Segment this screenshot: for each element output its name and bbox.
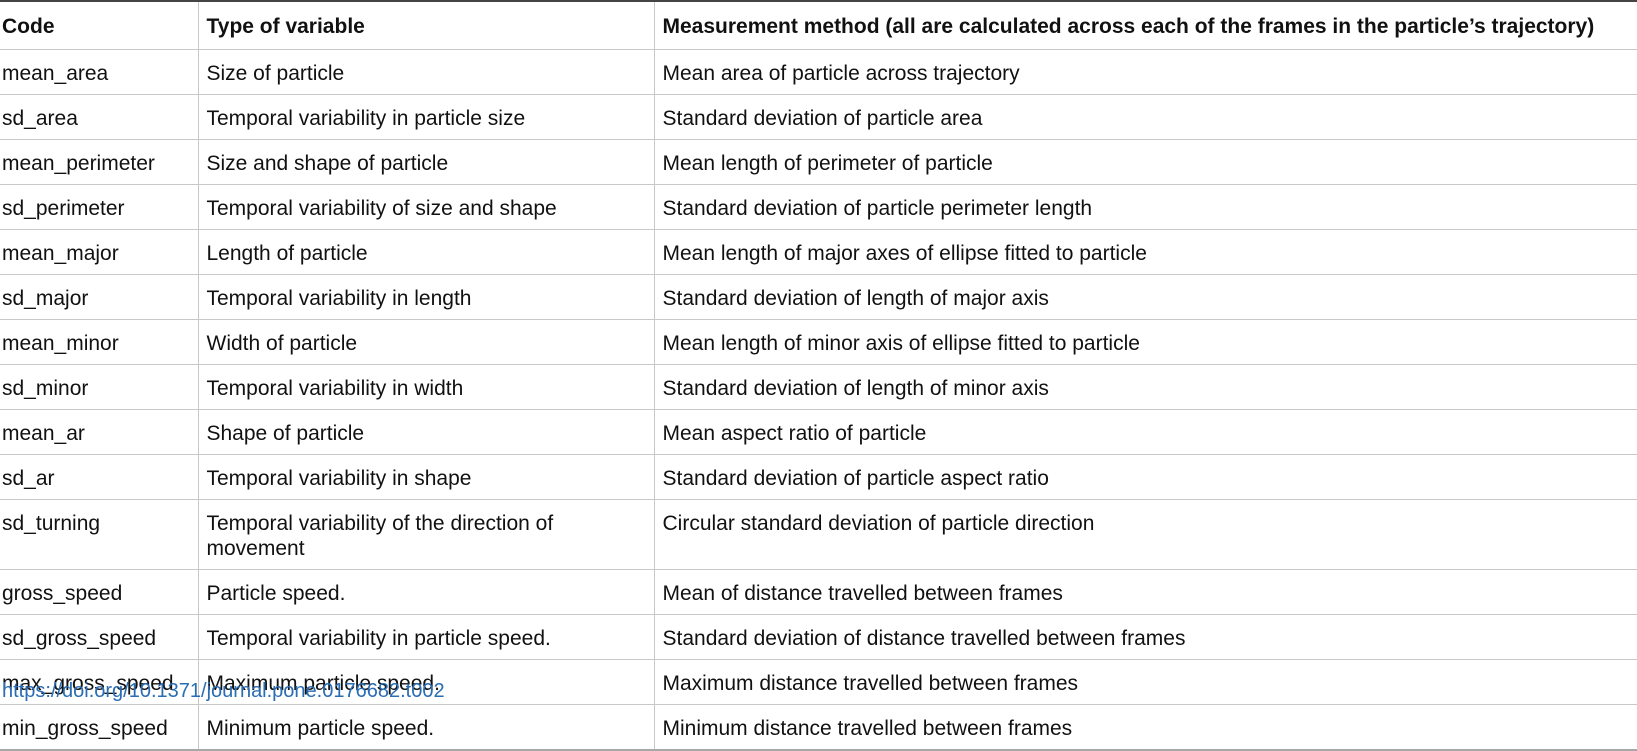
cell-type-of-variable: Temporal variability in width: [197, 364, 654, 410]
cell-measurement-method: Mean area of particle across trajectory: [653, 49, 1637, 95]
doi-link[interactable]: https://doi.org/10.1371/journal.pone.017…: [2, 680, 445, 702]
cell-type-of-variable: Minimum particle speed.: [197, 704, 654, 751]
table-row: gross_speed Particle speed. Mean of distan…: [0, 569, 1637, 615]
cell-code: sd_minor: [0, 364, 198, 410]
cell-code: max_gross_speed: [0, 659, 198, 705]
cell-code: sd_turning: [0, 499, 198, 570]
table-body: mean_area Size of particle Mean area of pa…: [0, 49, 1637, 751]
table-row: sd_turning Temporal variability of the di…: [0, 499, 1637, 570]
table-row: sd_perimeter Temporal variability of size…: [0, 184, 1637, 230]
cell-measurement-method: Standard deviation of length of minor ax…: [653, 364, 1637, 410]
cell-code: min_gross_speed: [0, 704, 198, 751]
cell-measurement-method: Standard deviation of particle aspect ra…: [653, 454, 1637, 500]
header-code: Code: [0, 0, 198, 50]
cell-type-of-variable: Particle speed.: [197, 569, 654, 615]
cell-type-of-variable: Length of particle: [197, 229, 654, 275]
cell-measurement-method: Mean of distance travelled between frame…: [653, 569, 1637, 615]
cell-measurement-method: Mean length of perimeter of particle: [653, 139, 1637, 185]
cell-type-of-variable: Size and shape of particle: [197, 139, 654, 185]
table-row: mean_major Length of particle Mean length …: [0, 229, 1637, 275]
table-row: min_gross_speed Minimum particle speed. Mi…: [0, 704, 1637, 751]
cell-type-of-variable: Maximum particle speed.: [197, 659, 654, 705]
table-header-row: Code Type of variable Measurement method…: [0, 0, 1637, 50]
table-row: sd_ar Temporal variability in shape Standa…: [0, 454, 1637, 500]
cell-type-of-variable: Temporal variability in shape: [197, 454, 654, 500]
cell-type-of-variable: Temporal variability of the direction of…: [197, 499, 654, 570]
cell-type-of-variable: Temporal variability in particle speed.: [197, 614, 654, 660]
cell-measurement-method: Maximum distance travelled between frame…: [653, 659, 1637, 705]
cell-code: sd_ar: [0, 454, 198, 500]
table-row: mean_minor Width of particle Mean length o…: [0, 319, 1637, 365]
cell-measurement-method: Standard deviation of length of major ax…: [653, 274, 1637, 320]
cell-measurement-method: Standard deviation of particle area: [653, 94, 1637, 140]
table-row: mean_ar Shape of particle Mean aspect rati…: [0, 409, 1637, 455]
cell-type-of-variable: Temporal variability of size and shape: [197, 184, 654, 230]
cell-code: mean_major: [0, 229, 198, 275]
cell-type-of-variable: Shape of particle: [197, 409, 654, 455]
cell-measurement-method: Circular standard deviation of particle …: [653, 499, 1637, 570]
table-row: mean_area Size of particle Mean area of pa…: [0, 49, 1637, 95]
cell-code: mean_area: [0, 49, 198, 95]
cell-measurement-method: Standard deviation of distance travelled…: [653, 614, 1637, 660]
table-row: sd_major Temporal variability in length St…: [0, 274, 1637, 320]
table-row: mean_perimeter Size and shape of particle…: [0, 139, 1637, 185]
cell-code: sd_gross_speed: [0, 614, 198, 660]
table-row: sd_gross_speed Temporal variability in pa…: [0, 614, 1637, 660]
cell-code: mean_perimeter: [0, 139, 198, 185]
table-row: sd_minor Temporal variability in width Sta…: [0, 364, 1637, 410]
cell-type-of-variable: Width of particle: [197, 319, 654, 365]
cell-code: sd_area: [0, 94, 198, 140]
cell-type-of-variable: Temporal variability in length: [197, 274, 654, 320]
header-type-of-variable: Type of variable: [197, 0, 654, 50]
cell-measurement-method: Mean aspect ratio of particle: [653, 409, 1637, 455]
cell-code: sd_perimeter: [0, 184, 198, 230]
cell-type-of-variable: Temporal variability in particle size: [197, 94, 654, 140]
cell-measurement-method: Mean length of major axes of ellipse fit…: [653, 229, 1637, 275]
cell-type-of-variable: Size of particle: [197, 49, 654, 95]
table-row: sd_area Temporal variability in particle …: [0, 94, 1637, 140]
cell-code: mean_minor: [0, 319, 198, 365]
cell-measurement-method: Mean length of minor axis of ellipse fit…: [653, 319, 1637, 365]
table-row: max_gross_speed Maximum particle speed. Ma…: [0, 659, 1637, 705]
cell-code: gross_speed: [0, 569, 198, 615]
cell-measurement-method: Minimum distance travelled between frame…: [653, 704, 1637, 751]
cell-measurement-method: Standard deviation of particle perimeter…: [653, 184, 1637, 230]
header-measurement-method: Measurement method (all are calculated a…: [653, 0, 1637, 50]
cell-code: mean_ar: [0, 409, 198, 455]
cell-code: sd_major: [0, 274, 198, 320]
